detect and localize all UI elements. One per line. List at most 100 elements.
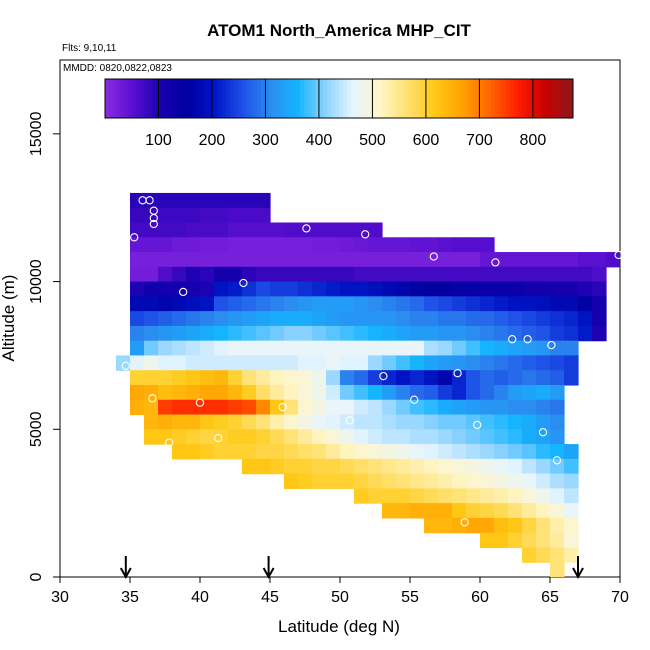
heatmap-cell [466,444,481,460]
heatmap-cell [200,429,215,445]
heatmap-cell [424,266,439,283]
heatmap-cell [340,325,355,342]
colorbar-segment [268,79,274,118]
heatmap-cell [298,311,313,327]
heatmap-cell [508,384,523,401]
heatmap-cell [466,252,481,268]
heatmap-cell [438,429,453,445]
heatmap-cell [326,340,341,357]
sample-point [121,361,130,370]
heatmap-cell [130,325,145,342]
heatmap-cell [228,325,243,342]
heatmap-cell [284,414,299,430]
heatmap-cell [256,296,271,312]
heatmap-cell [480,414,495,430]
heatmap-cell [536,532,551,549]
heatmap-cell [452,237,467,253]
heatmap-cell [508,414,523,430]
heatmap-cell [508,517,523,534]
sample-point [345,416,354,425]
heatmap-cell [354,222,369,238]
heatmap-cell [410,252,425,268]
heatmap-cell [536,340,551,357]
heatmap-cell [396,252,411,268]
heatmap-cell [130,355,145,371]
heatmap-cell [564,458,579,475]
heatmap-cell [172,355,187,371]
heatmap-cell [424,399,439,416]
x-tick-label: 40 [191,589,209,606]
heatmap-cell [396,237,411,253]
heatmap-cell [200,192,215,209]
heatmap-cell [578,296,593,312]
heatmap-cell [214,444,229,460]
heatmap-cell [158,192,173,209]
heatmap-cell [382,458,397,475]
colorbar-segment [307,79,313,118]
colorbar-segment [385,79,391,118]
heatmap-cell [284,252,299,268]
heatmap-cell [564,355,579,371]
heatmap-cell [522,532,537,549]
heatmap-cell [200,311,215,327]
colorbar-segment [229,79,235,118]
heatmap-cell [256,429,271,445]
heatmap-cell [382,384,397,401]
heatmap-cell [564,325,579,342]
heatmap-cell [312,252,327,268]
colorbar-segment [565,79,570,118]
heatmap-cell [172,207,187,224]
heatmap-cell [452,444,467,460]
heatmap-cell [242,311,257,327]
heatmap-cell [326,355,341,371]
heatmap-cell [536,458,551,475]
heatmap-cell [228,384,243,401]
heatmap-cell [494,473,509,489]
heatmap-cell [326,222,341,238]
colorbar-segment [491,79,496,118]
heatmap-cell [200,237,215,253]
colorbar-segment [272,79,278,118]
heatmap-cell [536,488,551,504]
heatmap-cell [396,281,411,297]
heatmap-cell [410,355,425,371]
heatmap-cell [396,488,411,504]
colorbar-segment [315,79,320,118]
heatmap-cell [368,252,383,268]
heatmap-cell [396,473,411,489]
colorbar-segment [428,79,434,118]
heatmap-cell [228,355,243,371]
heatmap-cell [508,296,523,312]
heatmap-cell [410,325,425,342]
heatmap-cell [424,414,439,430]
colorbar-segment [136,79,141,118]
heatmap-cell [452,281,467,297]
heatmap-cell [172,414,187,430]
colorbar-segment [420,79,426,118]
heatmap-cell [466,458,481,475]
heatmap-cell [172,444,187,460]
heatmap-cell [536,399,551,416]
heatmap-cell [326,473,341,489]
heatmap-cell [536,414,551,430]
heatmap-cell [494,370,509,386]
colorbar-segment [264,79,270,118]
colorbar-segment [362,79,367,118]
heatmap-cell [494,384,509,401]
heatmap-cell [480,325,495,342]
y-tick-label: 15000 [28,112,45,157]
colorbar-segment [144,79,149,118]
heatmap-cell [564,252,579,268]
heatmap-cell [298,355,313,371]
heatmap-cell [200,252,215,268]
heatmap-cell [536,517,551,534]
heatmap-cell [298,473,313,489]
heatmap-cell [214,355,229,371]
heatmap-cell [172,340,187,357]
heatmap-cell [480,458,495,475]
sample-point [538,428,548,437]
colorbar-segment [487,79,492,118]
heatmap-cell [326,237,341,253]
heatmap-cell [382,266,397,283]
heatmap-cell [522,473,537,489]
